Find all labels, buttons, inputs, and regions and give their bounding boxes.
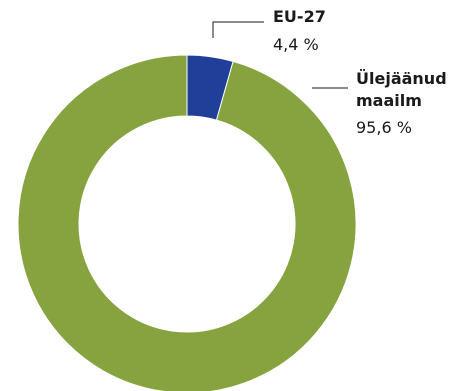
slice-label-rest-of-world-line2: maailm bbox=[356, 91, 422, 110]
slice-label-rest-of-world-line1: Ülejäänud bbox=[356, 69, 447, 88]
chart-slices bbox=[17, 54, 357, 391]
leader-line-eu27 bbox=[212, 21, 264, 38]
donut-slice-1 bbox=[17, 54, 357, 391]
slice-value-rest-of-world: 95,6 % bbox=[356, 118, 412, 137]
slice-label-eu27: EU-27 bbox=[273, 7, 326, 26]
slice-value-eu27: 4,4 % bbox=[273, 35, 319, 54]
